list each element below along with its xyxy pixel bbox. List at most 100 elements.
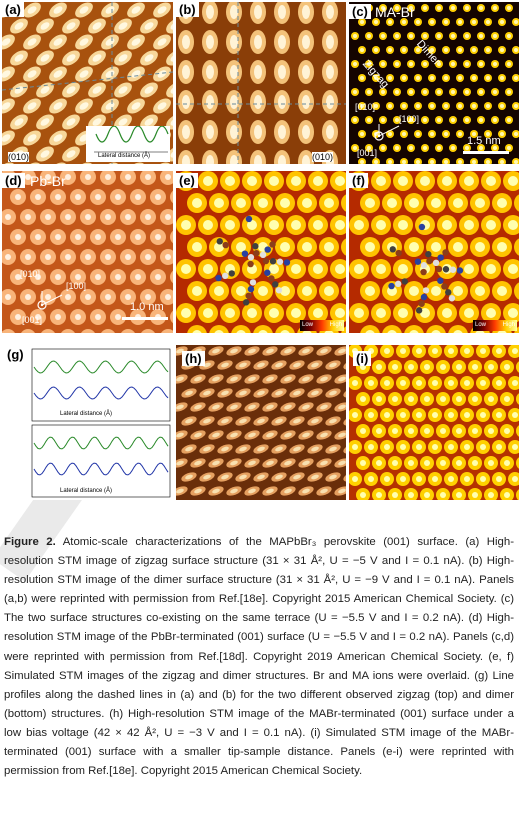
texture-spot: [15, 314, 21, 320]
texture-spot: [335, 264, 345, 274]
texture-spot: [504, 492, 510, 498]
texture-spot: [416, 348, 422, 354]
texture-spot: [105, 174, 111, 180]
texture-spot: [192, 198, 202, 208]
texture-spot: [53, 70, 63, 78]
texture-spot: [479, 146, 483, 150]
texture-spot: [486, 308, 496, 318]
molecule-atom: [242, 299, 250, 306]
texture-spot: [376, 264, 386, 274]
texture-spot: [465, 118, 469, 122]
texture-spot: [92, 86, 102, 94]
texture-spot: [27, 70, 37, 78]
texture-spot: [354, 220, 364, 230]
texture-spot: [507, 34, 511, 38]
texture-spot: [479, 34, 483, 38]
texture-spot: [400, 380, 406, 386]
texture-spot: [176, 432, 184, 438]
texture-spot: [157, 102, 167, 110]
inset-a-xlabel: Lateral distance (Å): [98, 153, 151, 159]
texture-spot: [236, 286, 246, 296]
texture-spot: [14, 118, 24, 126]
texture-spot: [448, 325, 468, 333]
texture-spot: [203, 474, 211, 480]
texture-spot: [402, 160, 406, 164]
texture-spot: [400, 444, 406, 450]
texture-spot: [176, 460, 184, 466]
texture-spot: [496, 380, 502, 386]
texture-spot: [392, 364, 398, 370]
texture-spot: [504, 460, 510, 466]
texture-spot: [365, 198, 375, 208]
panel-b: (b) (010): [176, 2, 346, 164]
texture-spot: [214, 330, 224, 333]
panel-d-label: (d): [2, 173, 25, 188]
texture-spot: [431, 330, 441, 333]
texture-spot: [381, 90, 385, 94]
texture-spot: [170, 190, 173, 204]
texture-spot: [170, 150, 173, 158]
texture-spot: [79, 6, 89, 14]
texture-spot: [384, 412, 390, 418]
molecule-atom: [269, 241, 276, 248]
texture-spot: [302, 65, 310, 79]
texture-spot: [105, 254, 111, 260]
texture-spot: [496, 444, 502, 450]
texture-spot: [431, 242, 441, 252]
texture-spot: [105, 214, 111, 220]
texture-spot: [493, 118, 497, 122]
molecule-atom: [420, 262, 428, 269]
texture-spot: [464, 444, 470, 450]
legend-high: High: [329, 322, 342, 328]
texture-spot: [225, 176, 235, 186]
texture-spot: [497, 242, 507, 252]
texture-spot: [320, 460, 328, 466]
texture-spot: [437, 62, 441, 66]
texture-spot: [353, 118, 357, 122]
texture-spot: [182, 155, 190, 164]
texture-spot: [212, 348, 220, 354]
panel-a-direction: (010): [8, 152, 30, 162]
texture-spot: [416, 160, 420, 164]
texture-spot: [27, 6, 37, 14]
texture-spot: [85, 254, 91, 260]
texture-spot: [185, 390, 193, 396]
texture-spot: [320, 404, 328, 410]
texture-spot: [416, 444, 422, 450]
texture-spot: [493, 6, 497, 10]
texture-spot: [313, 308, 323, 318]
molecule-atom: [228, 270, 235, 277]
texture-spot: [335, 220, 345, 230]
texture-spot: [360, 104, 364, 108]
texture-spot: [326, 5, 334, 19]
texture-spot: [451, 6, 455, 10]
texture-spot: [353, 146, 357, 150]
texture-spot: [155, 234, 161, 240]
texture-spot: [326, 35, 334, 49]
texture-spot: [500, 48, 504, 52]
texture-spot: [496, 476, 502, 482]
texture-spot: [456, 492, 462, 498]
molecule-atom: [418, 300, 425, 307]
texture-spot: [440, 428, 446, 434]
texture-spot: [275, 390, 283, 396]
texture-spot: [442, 220, 452, 230]
texture-spot: [500, 20, 504, 24]
texture-spot: [157, 38, 167, 46]
texture-spot: [212, 488, 220, 494]
texture-spot: [437, 6, 441, 10]
texture-spot: [95, 234, 101, 240]
texture-spot: [486, 76, 490, 80]
texture-spot: [135, 274, 141, 280]
panel-c-dir1: [010]: [355, 102, 376, 112]
texture-spot: [516, 489, 519, 500]
texture-spot: [458, 76, 462, 80]
texture-spot: [352, 444, 358, 450]
texture-spot: [338, 404, 346, 410]
texture-spot: [508, 264, 518, 274]
texture-spot: [203, 418, 211, 424]
molecule-atom: [264, 246, 271, 253]
texture-spot: [166, 146, 173, 162]
texture-spot: [5, 294, 11, 300]
texture-spot: [480, 348, 486, 354]
